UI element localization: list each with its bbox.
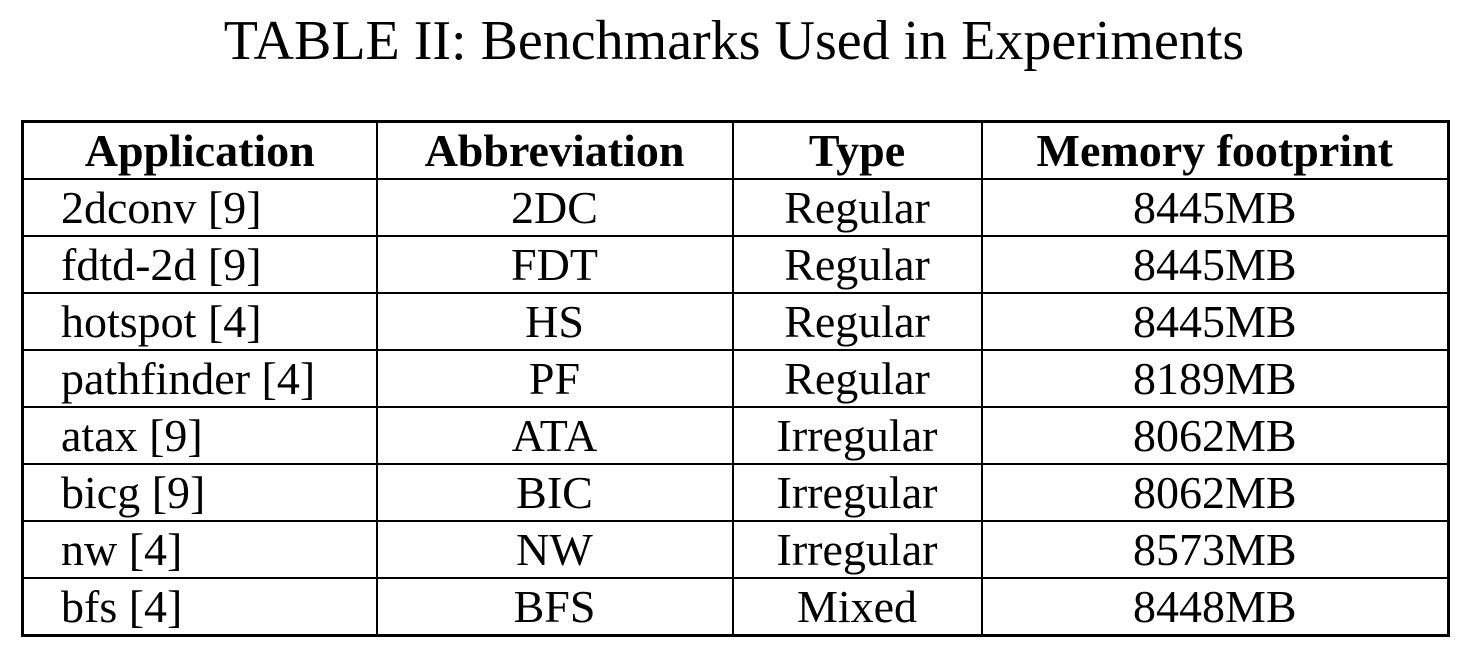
header-memory-footprint: Memory footprint — [980, 120, 1450, 180]
table-header-row: Application Abbreviation Type Memory foo… — [21, 120, 1450, 180]
table-row: bicg [9] BIC Irregular 8062MB — [21, 463, 1450, 522]
table-row: 2dconv [9] 2DC Regular 8445MB — [21, 178, 1450, 237]
cell-type: Irregular — [731, 463, 983, 522]
cell-abbreviation: 2DC — [375, 178, 734, 237]
cell-type: Regular — [731, 292, 983, 351]
cell-application: atax [9] — [21, 406, 378, 465]
header-type: Type — [731, 120, 983, 180]
cell-type: Irregular — [731, 406, 983, 465]
cell-memory-footprint: 8573MB — [980, 520, 1450, 579]
cell-application: fdtd-2d [9] — [21, 235, 378, 294]
cell-memory-footprint: 8445MB — [980, 292, 1450, 351]
cell-application: bfs [4] — [21, 577, 378, 637]
cell-memory-footprint: 8189MB — [980, 349, 1450, 408]
cell-abbreviation: FDT — [375, 235, 734, 294]
cell-abbreviation: BIC — [375, 463, 734, 522]
cell-abbreviation: ATA — [375, 406, 734, 465]
table-row: pathfinder [4] PF Regular 8189MB — [21, 349, 1450, 408]
cell-type: Regular — [731, 349, 983, 408]
header-application: Application — [21, 120, 378, 180]
benchmarks-table: Application Abbreviation Type Memory foo… — [21, 120, 1450, 637]
header-abbreviation: Abbreviation — [375, 120, 734, 180]
cell-memory-footprint: 8448MB — [980, 577, 1450, 637]
cell-type: Regular — [731, 178, 983, 237]
cell-application: nw [4] — [21, 520, 378, 579]
cell-memory-footprint: 8062MB — [980, 463, 1450, 522]
table-row: hotspot [4] HS Regular 8445MB — [21, 292, 1450, 351]
cell-memory-footprint: 8445MB — [980, 235, 1450, 294]
cell-memory-footprint: 8445MB — [980, 178, 1450, 237]
cell-type: Regular — [731, 235, 983, 294]
cell-type: Irregular — [731, 520, 983, 579]
cell-abbreviation: BFS — [375, 577, 734, 637]
cell-abbreviation: HS — [375, 292, 734, 351]
table-row: bfs [4] BFS Mixed 8448MB — [21, 577, 1450, 637]
cell-abbreviation: PF — [375, 349, 734, 408]
table-row: fdtd-2d [9] FDT Regular 8445MB — [21, 235, 1450, 294]
cell-type: Mixed — [731, 577, 983, 637]
table-row: atax [9] ATA Irregular 8062MB — [21, 406, 1450, 465]
cell-application: hotspot [4] — [21, 292, 378, 351]
cell-abbreviation: NW — [375, 520, 734, 579]
cell-memory-footprint: 8062MB — [980, 406, 1450, 465]
cell-application: pathfinder [4] — [21, 349, 378, 408]
cell-application: bicg [9] — [21, 463, 378, 522]
cell-application: 2dconv [9] — [21, 178, 378, 237]
table-row: nw [4] NW Irregular 8573MB — [21, 520, 1450, 579]
table-caption: TABLE II: Benchmarks Used in Experiments — [223, 10, 1245, 72]
